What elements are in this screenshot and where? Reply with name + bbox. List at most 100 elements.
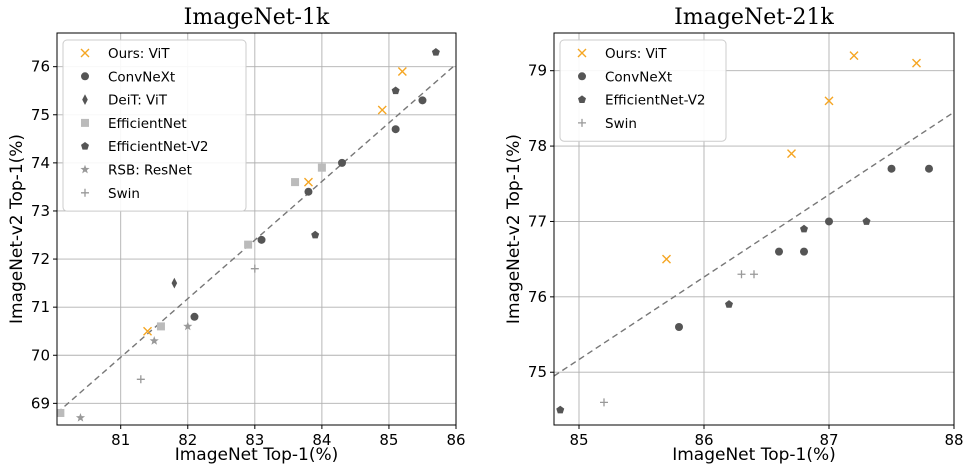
data-point xyxy=(57,408,65,417)
chart-title: ImageNet-1k xyxy=(184,5,330,30)
x-tick-label: 84 xyxy=(312,431,331,449)
chart-imagenet-21k: 85 86 87 88 75 76 77 78 79 ImageNet-21k ImageNet T… xyxy=(504,5,964,465)
chart-imagenet-1k: 81 82 83 84 85 86 69 70 71 72 73 74 75 76 ImageNet-1k I… xyxy=(7,5,466,465)
data-point xyxy=(311,230,320,239)
data-point xyxy=(303,177,313,187)
legend-marker-deit-vit xyxy=(82,94,88,105)
x-tick-label: 82 xyxy=(178,431,197,449)
data-point xyxy=(136,375,145,384)
reference-line xyxy=(554,111,954,377)
series-convnext xyxy=(190,96,427,321)
reference-line xyxy=(57,63,456,414)
x-tick-label: 87 xyxy=(819,431,838,449)
x-tick-label: 85 xyxy=(379,431,398,449)
data-point xyxy=(787,149,796,159)
legend-label: RSB: ResNet xyxy=(108,163,192,179)
data-point xyxy=(662,254,671,264)
x-tick-label: 81 xyxy=(111,431,130,449)
data-point xyxy=(600,398,608,407)
data-point xyxy=(925,164,933,173)
legend-marker-swin xyxy=(578,118,586,127)
data-point xyxy=(737,270,746,279)
data-point xyxy=(391,125,400,134)
data-point xyxy=(75,412,86,422)
y-tick-label: 76 xyxy=(31,58,50,76)
series-ours-vit xyxy=(662,51,921,264)
y-tick-label: 75 xyxy=(31,106,50,124)
legend-label: EfficientNet xyxy=(108,116,187,132)
legend-label: Swin xyxy=(605,116,637,132)
series-rsb-resnet xyxy=(75,321,193,422)
data-point xyxy=(183,321,193,331)
y-tick-label: 69 xyxy=(31,394,50,412)
legend-marker-convnext xyxy=(81,72,89,81)
y-tick-label: 70 xyxy=(31,346,50,364)
data-point xyxy=(800,247,808,256)
legend-label: ConvNeXt xyxy=(108,69,175,85)
data-point xyxy=(912,58,921,68)
x-axis-label: ImageNet Top-1(%) xyxy=(175,445,339,465)
data-point xyxy=(825,217,833,226)
series-ours-vit xyxy=(143,66,407,336)
legend-box xyxy=(559,39,727,142)
plot-frame xyxy=(553,32,955,426)
data-point xyxy=(244,240,253,249)
data-point xyxy=(862,217,871,225)
series-efficientnet-v2 xyxy=(556,217,871,414)
legend-marker-ours-vit xyxy=(577,48,587,58)
data-point xyxy=(317,163,326,172)
legend-label: Swin xyxy=(108,186,140,202)
data-point xyxy=(397,66,407,76)
x-tick-label: 88 xyxy=(944,431,963,449)
data-point xyxy=(338,158,346,167)
y-tick-label: 71 xyxy=(31,298,50,316)
series-deit-vit xyxy=(171,277,178,289)
data-point xyxy=(143,326,153,336)
legend: Ours: ViT ConvNeXt DeiT: ViT EfficientNet Ef… xyxy=(62,39,247,212)
data-point xyxy=(824,96,834,106)
y-axis-label: ImageNet-v2 Top-1(%) xyxy=(504,134,524,324)
legend-box xyxy=(62,39,247,212)
legend-label: EfficientNet-V2 xyxy=(108,139,209,155)
data-point xyxy=(675,323,683,331)
data-point xyxy=(418,96,427,105)
data-point xyxy=(750,270,758,279)
legend: Ours: ViT ConvNeXt EfficientNet-V2 Swin xyxy=(559,39,727,142)
y-tick-label: 72 xyxy=(31,250,50,268)
series-efficientnet xyxy=(57,163,326,417)
y-tick-label: 79 xyxy=(528,62,547,80)
data-point xyxy=(800,224,808,233)
data-point xyxy=(171,277,178,289)
legend-label: Ours: ViT xyxy=(605,46,667,62)
legend-label: EfficientNet-V2 xyxy=(605,93,706,109)
series-swin xyxy=(136,264,259,384)
legend-marker-rsb-resnet xyxy=(80,164,90,174)
y-tick-label: 77 xyxy=(528,212,547,230)
data-point xyxy=(431,48,440,56)
legend-label: Ours: ViT xyxy=(108,46,170,62)
y-axis-label: ImageNet-v2 Top-1(%) xyxy=(7,134,27,324)
y-tick-label: 74 xyxy=(31,154,50,172)
data-point xyxy=(257,235,266,244)
data-point xyxy=(556,405,565,414)
y-tick-label: 78 xyxy=(528,137,547,155)
legend-label: DeiT: ViT xyxy=(108,93,168,109)
data-point xyxy=(190,312,199,321)
legend-marker-efficientnet-v2 xyxy=(81,142,89,150)
y-tick-label: 76 xyxy=(528,288,547,306)
x-axis-label: ImageNet Top-1(%) xyxy=(672,445,836,465)
data-point xyxy=(149,336,159,345)
x-tick-label: 86 xyxy=(694,431,713,449)
data-point xyxy=(725,300,733,308)
legend-label: ConvNeXt xyxy=(605,69,672,85)
data-point xyxy=(391,86,400,95)
data-point xyxy=(377,105,387,115)
chart-title: ImageNet-21k xyxy=(674,5,834,30)
legend-marker-swin xyxy=(81,188,89,197)
data-point xyxy=(304,187,313,196)
legend-marker-convnext xyxy=(578,72,586,81)
plot-frame xyxy=(56,32,457,426)
data-point xyxy=(291,178,300,187)
series-convnext xyxy=(675,164,933,331)
x-tick-label: 83 xyxy=(245,431,264,449)
